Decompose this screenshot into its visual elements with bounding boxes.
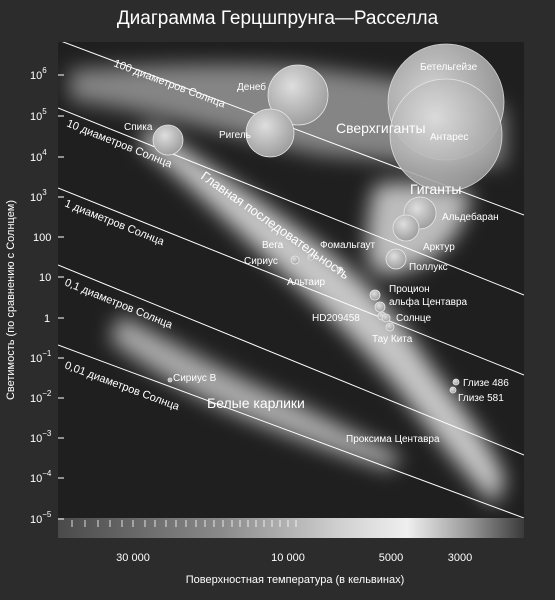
- y-tick-label: 106: [30, 66, 47, 82]
- star-label: Альдебаран: [442, 211, 499, 223]
- y-tick-label: 10−4: [30, 469, 52, 485]
- star-procyon: [369, 289, 381, 301]
- y-tick-label: 1: [44, 313, 50, 325]
- star-label: Глизе 581: [458, 393, 504, 404]
- star-sirius-b: [167, 377, 173, 383]
- star-label: Ригель: [219, 130, 251, 141]
- star-rigel: [245, 108, 295, 158]
- region-label-supergiants: Сверхгиганты: [336, 120, 426, 136]
- star-fomalhaut: [307, 253, 315, 261]
- star-label: Вега: [262, 240, 284, 251]
- y-tick-label: 105: [30, 107, 47, 123]
- diameter-line-0-01: [58, 344, 524, 519]
- star-label: Сириус: [244, 256, 278, 267]
- region-label-white-dwarfs: Белые карлики: [207, 395, 305, 411]
- y-tick-label: 10−5: [30, 510, 52, 526]
- x-tick-label: 5000: [379, 552, 403, 564]
- star-deneb: [267, 64, 329, 126]
- star-labels: Бетельгейзе Денеб Спика Ригель Антарес А…: [124, 62, 509, 445]
- y-axis-ticks: [58, 74, 64, 520]
- x-axis-title: Поверхностная температура (в кельвинах): [186, 574, 405, 586]
- temperature-bar-ticks: [71, 520, 297, 527]
- temperature-bar: [58, 518, 524, 538]
- star-label: Спика: [124, 122, 153, 133]
- star-label: Антарес: [430, 132, 468, 143]
- y-tick-label: 10−1: [30, 349, 52, 365]
- x-tick-label: 3000: [448, 552, 472, 564]
- star-label: Тау Кита: [372, 334, 413, 345]
- diameter-lines: [58, 42, 524, 519]
- star-label: Поллукс: [409, 262, 448, 273]
- star-label: Проксима Центавра: [346, 434, 440, 445]
- star-antares: [389, 78, 503, 192]
- region-label-giants: Гиганты: [410, 181, 461, 197]
- x-tick-label: 10 000: [271, 552, 305, 564]
- star-sun: [381, 313, 391, 323]
- star-vega: [290, 255, 300, 265]
- star-label: Бетельгейзе: [420, 62, 478, 73]
- diameter-line-1: [58, 187, 524, 376]
- y-tick-label: 100: [33, 232, 51, 244]
- diagram-title: Диаграмма Герцшпрунга—Расселла: [116, 8, 439, 29]
- star-label: HD209458: [312, 313, 360, 324]
- y-axis-labels: 106 105 104 103 100 10 1 10−1 10−2 10−3 …: [30, 66, 52, 526]
- y-tick-label: 104: [30, 148, 47, 164]
- star-label: Денеб: [237, 81, 266, 93]
- star-label: Солнце: [396, 313, 432, 324]
- y-axis-title: Светимость (по сравнению с Солнцем): [5, 200, 17, 400]
- star-pollux: [385, 248, 407, 270]
- stars: [152, 43, 505, 394]
- x-tick-label: 30 000: [116, 552, 150, 564]
- star-arcturus: [392, 214, 420, 242]
- star-label: Арктур: [423, 242, 455, 253]
- star-label: Альтаир: [287, 277, 326, 288]
- x-axis-labels: 30 000 10 000 5000 3000: [116, 552, 472, 564]
- star-gliese-581: [449, 386, 457, 394]
- y-tick-label: 10−2: [30, 389, 52, 405]
- star-label: альфа Центавра: [389, 296, 468, 308]
- y-tick-label: 10: [39, 272, 51, 284]
- diameter-line-10: [58, 107, 524, 296]
- star-label: Фомальгаут: [320, 240, 376, 251]
- star-label: Процион: [389, 284, 430, 295]
- star-label: Глизе 486: [463, 378, 509, 389]
- star-spica: [152, 124, 184, 156]
- star-tau-ceti: [385, 322, 395, 332]
- star-gliese-486: [452, 378, 460, 386]
- star-altair: [336, 266, 344, 274]
- diameter-line-0-1: [58, 264, 524, 456]
- y-tick-label: 103: [30, 188, 47, 204]
- y-tick-label: 10−3: [30, 429, 52, 445]
- star-label: Сириус B: [173, 373, 217, 384]
- star-alpha-centauri: [374, 301, 386, 313]
